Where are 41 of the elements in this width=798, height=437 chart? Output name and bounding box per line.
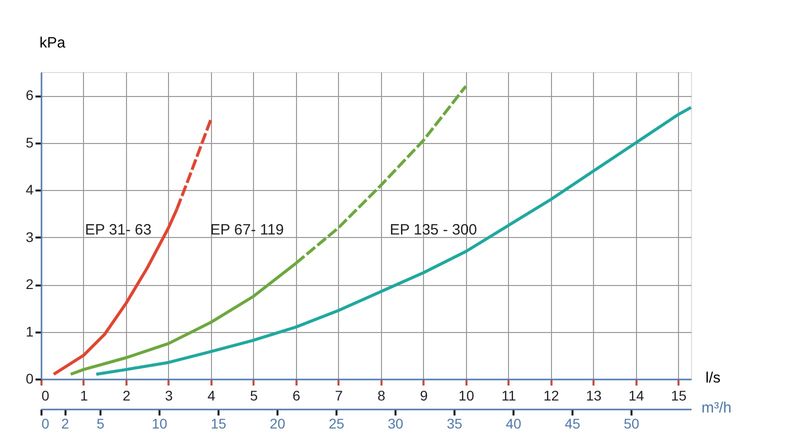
y-tick-label: 3 (26, 228, 34, 245)
x-tick-label: 2 (122, 388, 131, 404)
x2-tick-label: 30 (388, 416, 404, 432)
x2-tick-label: 45 (564, 416, 581, 432)
x2-tick-label: 20 (270, 416, 286, 432)
y-tick-label: 2 (26, 276, 34, 292)
x-tick-label: 0 (42, 388, 50, 404)
x2-tick-label: 40 (506, 416, 522, 432)
series-label: EP 135 - 300 (390, 221, 478, 238)
x-tick-label: 13 (586, 388, 602, 404)
y-axis-title: kPa (40, 34, 66, 52)
y-tick-label: 6 (26, 87, 34, 104)
x-tick-label: 14 (628, 388, 644, 404)
x2-axis-title: m³/h (702, 400, 732, 416)
x2-tick-label: 35 (446, 416, 463, 432)
x-tick-label: 3 (165, 388, 174, 404)
x2-tick-label: 15 (210, 416, 227, 432)
y-tick-label: 4 (26, 182, 34, 198)
x-tick-label: 10 (458, 388, 474, 404)
x-tick-label: 7 (334, 388, 343, 404)
x-tick-label: 6 (292, 388, 301, 404)
x2-tick-label: 50 (624, 416, 640, 432)
series-label: EP 67- 119 (210, 221, 284, 238)
x2-tick-label: 10 (152, 416, 168, 432)
x-axis-title: l/s (706, 370, 720, 386)
x-tick-label: 12 (544, 388, 560, 404)
y-tick-label: 1 (26, 323, 34, 340)
y-tick-label: 5 (26, 134, 34, 150)
x-tick-label: 4 (208, 388, 216, 404)
x2-tick-label: 25 (328, 416, 345, 432)
x2-tick-label: 5 (96, 416, 105, 432)
x-tick-label: 9 (420, 388, 428, 404)
x-tick-label: 15 (670, 388, 687, 404)
x-tick-label: 11 (502, 388, 516, 404)
x2-tick-label: 0 (42, 416, 50, 432)
series-label: EP 31- 63 (85, 221, 152, 238)
y-tick-label: 0 (26, 370, 34, 386)
x-tick-label: 8 (377, 388, 386, 404)
x-tick-label: 1 (80, 388, 88, 404)
x-tick-label: 5 (250, 388, 258, 404)
x2-tick-label: 2 (61, 416, 70, 432)
